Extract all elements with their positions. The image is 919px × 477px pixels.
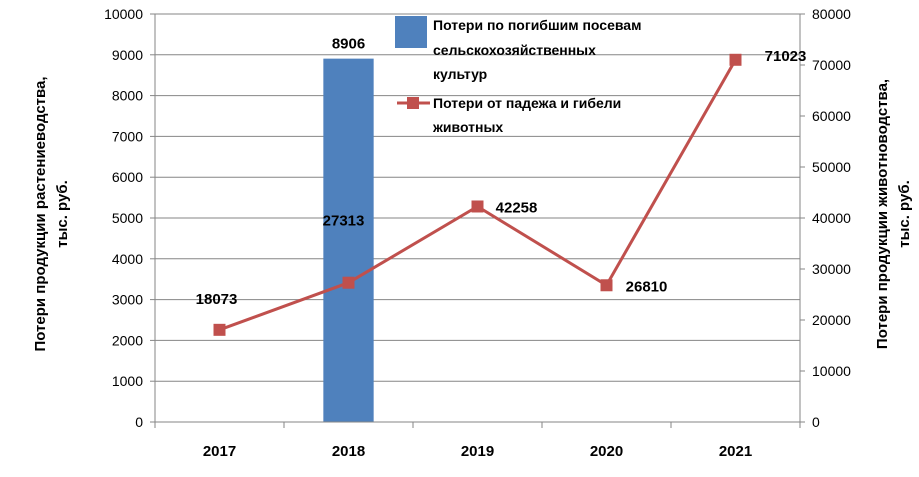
bar-series	[323, 58, 374, 423]
left-tick-label: 1000	[112, 373, 143, 389]
right-tick-label: 70000	[812, 57, 851, 73]
line-marker	[600, 279, 613, 292]
line-marker	[342, 276, 355, 289]
left-axis-title-line-1: Потери продукции растениеводства,	[32, 76, 49, 351]
data-labels: 8906 18073 27313 42258 26810 71023	[196, 36, 807, 308]
line-data-label: 26810	[626, 278, 668, 295]
legend: Потери по погибшим посевам сельскохозяйс…	[395, 16, 641, 135]
category-label: 2017	[203, 443, 236, 460]
line-marker	[729, 53, 742, 66]
line-marker	[471, 200, 484, 213]
left-tick-label: 3000	[112, 292, 143, 308]
left-tick-label: 2000	[112, 332, 143, 348]
line-data-label: 71023	[765, 48, 807, 65]
bar-data-label: 8906	[332, 36, 365, 53]
legend-line-label-line-2: животных	[432, 119, 503, 135]
line-marker	[213, 323, 226, 336]
axes	[150, 13, 805, 428]
left-axis-title-line-2: тыс. руб.	[54, 180, 71, 248]
legend-bar-label-line-1: Потери по погибшим посевам	[433, 17, 641, 33]
line-data-label: 18073	[196, 291, 238, 308]
right-axis-title-line-1: Потери продукции животноводства,	[874, 79, 891, 349]
right-axis-title-line-2: тыс. руб.	[896, 180, 913, 248]
left-axis-ticks: 0 1000 2000 3000 4000 5000 6000 7000 8000 9000 100…	[104, 6, 143, 430]
left-tick-label: 0	[135, 414, 143, 430]
gridlines	[155, 13, 800, 382]
legend-bar-label-line-2: сельскохозяйственных	[433, 42, 596, 58]
category-label: 2021	[719, 443, 752, 460]
right-tick-label: 40000	[812, 210, 851, 226]
left-tick-label: 5000	[112, 210, 143, 226]
right-axis-ticks: 0 10000 20000 30000 40000 50000 60000 70000 8000…	[812, 6, 851, 430]
right-tick-label: 30000	[812, 261, 851, 277]
legend-bar-label-line-3: культур	[433, 66, 487, 82]
right-tick-label: 80000	[812, 6, 851, 22]
legend-bar-swatch	[395, 16, 427, 48]
bar	[323, 58, 374, 423]
left-tick-label: 6000	[112, 169, 143, 185]
right-tick-label: 50000	[812, 159, 851, 175]
category-label: 2018	[332, 443, 365, 460]
left-tick-label: 9000	[112, 47, 143, 63]
category-label: 2019	[461, 443, 494, 460]
line-series	[213, 53, 742, 336]
right-tick-label: 60000	[812, 108, 851, 124]
right-tick-label: 20000	[812, 312, 851, 328]
legend-line-marker	[407, 97, 419, 109]
right-tick-label: 0	[812, 414, 820, 430]
left-tick-label: 4000	[112, 251, 143, 267]
left-tick-label: 8000	[112, 88, 143, 104]
right-tick-label: 10000	[812, 363, 851, 379]
left-tick-label: 7000	[112, 128, 143, 144]
category-label: 2020	[590, 443, 623, 460]
line-data-label: 42258	[496, 199, 538, 216]
left-tick-label: 10000	[104, 6, 143, 22]
category-labels: 2017 2018 2019 2020 2021	[203, 443, 752, 460]
line-data-label: 27313	[323, 213, 365, 230]
legend-line-label-line-1: Потери от падежа и гибели	[433, 95, 621, 111]
